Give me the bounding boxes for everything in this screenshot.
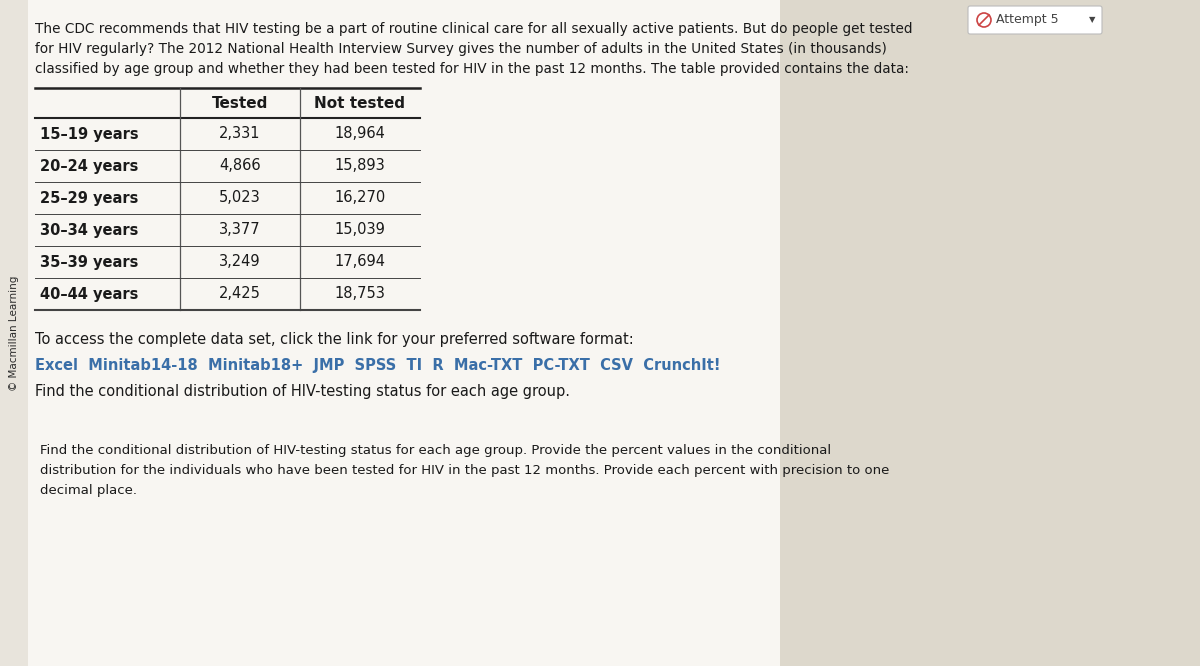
Text: 18,753: 18,753 [335, 286, 385, 302]
Text: 4,866: 4,866 [220, 159, 260, 174]
Text: 35–39 years: 35–39 years [40, 254, 138, 270]
FancyBboxPatch shape [968, 6, 1102, 34]
Text: 20–24 years: 20–24 years [40, 159, 138, 174]
Text: © Macmillan Learning: © Macmillan Learning [8, 275, 19, 391]
Text: Excel  Minitab14-18  Minitab18+  JMP  SPSS  TI  R  Mac-TXT  PC-TXT  CSV  CrunchI: Excel Minitab14-18 Minitab18+ JMP SPSS T… [35, 358, 720, 373]
Text: The CDC recommends that HIV testing be a part of routine clinical care for all s: The CDC recommends that HIV testing be a… [35, 22, 912, 36]
Text: Not tested: Not tested [314, 95, 406, 111]
Text: Attempt 5: Attempt 5 [996, 13, 1058, 27]
Bar [0, 0, 28, 666]
Text: classified by age group and whether they had been tested for HIV in the past 12 : classified by age group and whether they… [35, 62, 910, 76]
Text: for HIV regularly? The 2012 National Health Interview Survey gives the number of: for HIV regularly? The 2012 National Hea… [35, 42, 887, 56]
Text: Tested: Tested [212, 95, 268, 111]
Text: Find the conditional distribution of HIV-testing status for each age group.: Find the conditional distribution of HIV… [35, 384, 570, 399]
Text: 16,270: 16,270 [335, 190, 385, 206]
Text: 2,425: 2,425 [220, 286, 260, 302]
Bar [0, 0, 780, 666]
Text: 15–19 years: 15–19 years [40, 127, 139, 141]
Text: 15,893: 15,893 [335, 159, 385, 174]
Text: 3,377: 3,377 [220, 222, 260, 238]
Text: To access the complete data set, click the link for your preferred software form: To access the complete data set, click t… [35, 332, 634, 347]
Text: 40–44 years: 40–44 years [40, 286, 138, 302]
Text: 17,694: 17,694 [335, 254, 385, 270]
Text: 15,039: 15,039 [335, 222, 385, 238]
Text: ▼: ▼ [1088, 15, 1096, 25]
Text: Find the conditional distribution of HIV-testing status for each age group. Prov: Find the conditional distribution of HIV… [40, 444, 889, 497]
Text: 2,331: 2,331 [220, 127, 260, 141]
Text: 18,964: 18,964 [335, 127, 385, 141]
Text: 3,249: 3,249 [220, 254, 260, 270]
Text: 5,023: 5,023 [220, 190, 260, 206]
Text: 30–34 years: 30–34 years [40, 222, 138, 238]
Text: 25–29 years: 25–29 years [40, 190, 138, 206]
